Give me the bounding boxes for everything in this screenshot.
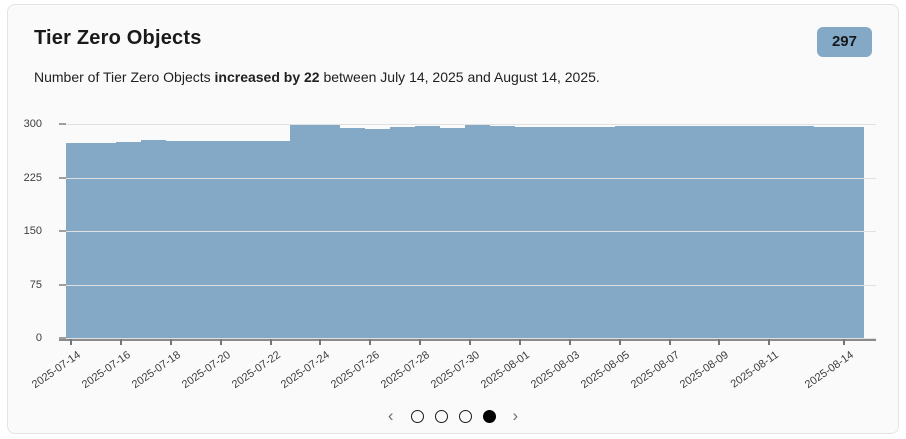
x-tick-mark xyxy=(843,339,846,345)
x-tick-mark xyxy=(668,339,671,345)
bar-2025-08-04[interactable] xyxy=(589,127,615,339)
gridline-y-300: 300 xyxy=(24,118,876,130)
bar-2025-08-10[interactable] xyxy=(739,126,765,339)
bar-2025-07-24[interactable] xyxy=(315,125,341,339)
x-tick-mark xyxy=(319,339,322,345)
bar-2025-08-11[interactable] xyxy=(764,126,790,339)
pagination-dot-1[interactable] xyxy=(410,409,424,423)
y-tick-mark xyxy=(59,176,66,179)
x-axis-label: 2025-08-03 xyxy=(528,349,582,392)
x-axis-label: 2025-08-14 xyxy=(802,349,856,392)
y-axis-label: 150 xyxy=(23,225,42,237)
gridline-y-0: 0 xyxy=(36,332,876,344)
gridline-y-225: 225 xyxy=(24,172,876,184)
y-axis-label: 225 xyxy=(23,171,42,184)
pagination-next-button[interactable]: › xyxy=(512,406,519,425)
bar-2025-07-31[interactable] xyxy=(489,125,515,339)
bar-2025-07-14[interactable] xyxy=(66,142,91,339)
y-axis-label: 300 xyxy=(23,118,42,130)
bar-2025-07-19[interactable] xyxy=(190,141,216,339)
pagination-dot-4[interactable] xyxy=(482,409,496,423)
bar-2025-07-26[interactable] xyxy=(365,129,391,339)
x-axis-line xyxy=(59,339,876,341)
pagination-dot-2[interactable] xyxy=(434,409,448,423)
bar-2025-07-23[interactable] xyxy=(290,125,316,339)
bar-2025-08-03[interactable] xyxy=(564,127,590,339)
x-axis-label: 2025-07-14 xyxy=(29,349,83,392)
bar-chart: 0 75 150 225 300 2025-07-14 2025-07-16 2025-07-… xyxy=(24,118,876,391)
bar-series xyxy=(66,125,864,339)
x-tick-mark xyxy=(119,339,122,345)
y-axis-label: 75 xyxy=(29,278,42,291)
y-tick-mark xyxy=(59,337,66,339)
bar-2025-07-22[interactable] xyxy=(265,141,291,339)
chart-pagination: ‹ › xyxy=(8,401,898,431)
bar-2025-07-28[interactable] xyxy=(415,125,441,339)
x-axis-label: 2025-07-20 xyxy=(179,349,233,392)
bar-2025-08-01[interactable] xyxy=(514,127,540,339)
bar-2025-07-16[interactable] xyxy=(115,142,141,339)
bar-2025-07-29[interactable] xyxy=(440,127,465,339)
gridline-y-75: 75 xyxy=(30,279,876,291)
y-tick-mark xyxy=(59,283,66,286)
bar-2025-07-25[interactable] xyxy=(340,127,366,339)
x-tick-mark xyxy=(269,339,272,345)
card-header: Tier Zero Objects 297 xyxy=(34,27,872,57)
x-tick-mark xyxy=(469,339,471,345)
x-axis-label: 2025-07-22 xyxy=(229,349,283,392)
bar-2025-07-18[interactable] xyxy=(165,141,191,339)
x-axis-label: 2025-08-09 xyxy=(678,349,732,392)
x-axis-label: 2025-08-05 xyxy=(578,349,632,392)
gridline-y-150: 150 xyxy=(24,225,876,237)
summary-suffix: between July 14, 2025 and August 14, 202… xyxy=(319,69,600,85)
bar-2025-07-15[interactable] xyxy=(90,142,116,339)
x-axis-label: 2025-07-30 xyxy=(428,349,482,392)
x-axis-label: 2025-07-18 xyxy=(129,349,183,392)
y-tick-mark xyxy=(59,230,66,232)
x-tick-mark xyxy=(718,339,721,345)
y-axis-label: 0 xyxy=(35,332,42,344)
x-axis-label: 2025-08-11 xyxy=(728,349,782,391)
bar-2025-08-07[interactable] xyxy=(664,125,690,339)
bar-2025-08-09[interactable] xyxy=(714,126,740,339)
x-axis-label: 2025-07-16 xyxy=(79,349,133,392)
x-axis-label: 2025-07-28 xyxy=(379,349,433,392)
x-tick-mark xyxy=(169,339,172,345)
x-axis-label: 2025-07-24 xyxy=(279,349,333,392)
bar-2025-07-27[interactable] xyxy=(390,127,416,339)
bar-2025-08-05[interactable] xyxy=(614,125,640,339)
summary-prefix: Number of Tier Zero Objects xyxy=(34,69,215,85)
page-title: Tier Zero Objects xyxy=(34,27,202,49)
bar-2025-08-08[interactable] xyxy=(689,126,715,339)
pagination-dot-3[interactable] xyxy=(458,409,472,423)
x-tick-mark xyxy=(568,339,571,345)
x-tick-mark xyxy=(70,339,72,345)
x-tick-mark xyxy=(419,339,422,345)
x-axis-label: 2025-08-01 xyxy=(478,349,532,392)
y-tick-mark xyxy=(59,123,66,125)
x-tick-mark xyxy=(369,339,372,345)
bar-2025-08-06[interactable] xyxy=(639,125,665,339)
bar-2025-07-20[interactable] xyxy=(215,141,241,339)
bar-2025-08-12[interactable] xyxy=(789,126,815,339)
pagination-dots xyxy=(410,409,496,423)
bar-2025-07-17[interactable] xyxy=(140,139,166,339)
x-tick-mark xyxy=(768,339,771,345)
x-tick-mark xyxy=(518,339,521,345)
bar-2025-08-14[interactable] xyxy=(839,127,864,339)
bar-2025-07-30[interactable] xyxy=(465,125,490,339)
summary-text: Number of Tier Zero Objects increased by… xyxy=(34,69,600,85)
bar-2025-08-13[interactable] xyxy=(814,127,840,339)
x-tick-mark xyxy=(618,339,621,345)
count-badge: 297 xyxy=(816,27,872,57)
bar-2025-07-21[interactable] xyxy=(240,141,266,339)
tier-zero-objects-card: Tier Zero Objects 297 Number of Tier Zer… xyxy=(7,4,899,434)
x-axis-label: 2025-08-07 xyxy=(628,349,682,392)
pagination-prev-button[interactable]: ‹ xyxy=(387,406,394,425)
summary-delta: increased by 22 xyxy=(214,69,320,85)
x-tick-mark xyxy=(219,339,222,345)
x-axis-label: 2025-07-26 xyxy=(329,349,383,392)
bar-2025-08-02[interactable] xyxy=(539,127,565,339)
